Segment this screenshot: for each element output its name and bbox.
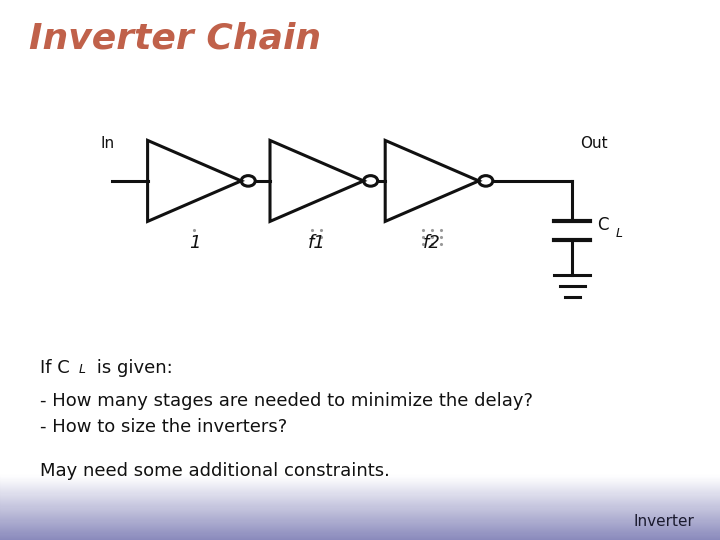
Bar: [0, 525, 720, 526]
Bar: [0, 484, 720, 485]
Bar: [0, 521, 720, 522]
Bar: [0, 538, 720, 539]
Bar: [0, 477, 720, 478]
Bar: [0, 524, 720, 525]
Text: 1: 1: [189, 234, 200, 252]
Bar: [0, 500, 720, 501]
Bar: [0, 519, 720, 521]
Bar: [0, 498, 720, 499]
Bar: [0, 527, 720, 528]
Bar: [0, 489, 720, 490]
Bar: [0, 531, 720, 532]
Bar: [0, 494, 720, 495]
Bar: [0, 536, 720, 537]
Text: f2: f2: [423, 234, 441, 252]
Bar: [0, 502, 720, 503]
Bar: [0, 483, 720, 484]
Bar: [0, 504, 720, 505]
Bar: [0, 503, 720, 504]
Bar: [0, 481, 720, 482]
Bar: [0, 480, 720, 481]
Bar: [0, 476, 720, 477]
Bar: [0, 539, 720, 540]
Bar: [0, 497, 720, 498]
Text: In: In: [101, 136, 115, 151]
Text: f1: f1: [308, 234, 325, 252]
Bar: [0, 509, 720, 510]
Text: L: L: [616, 227, 623, 240]
Text: Out: Out: [580, 136, 608, 151]
Text: May need some additional constraints.: May need some additional constraints.: [40, 462, 390, 480]
Bar: [0, 515, 720, 516]
Bar: [0, 523, 720, 524]
Bar: [0, 508, 720, 509]
Bar: [0, 530, 720, 531]
Bar: [0, 537, 720, 538]
Bar: [0, 482, 720, 483]
Bar: [0, 505, 720, 507]
Bar: [0, 517, 720, 518]
Bar: [0, 534, 720, 535]
Text: - How to size the inverters?: - How to size the inverters?: [40, 418, 287, 436]
Bar: [0, 518, 720, 519]
Bar: [0, 513, 720, 514]
Bar: [0, 487, 720, 488]
Bar: [0, 499, 720, 500]
Text: If C: If C: [40, 359, 69, 377]
Bar: [0, 526, 720, 527]
Bar: [0, 529, 720, 530]
Bar: [0, 488, 720, 489]
Text: Inverter Chain: Inverter Chain: [29, 22, 321, 56]
Bar: [0, 485, 720, 486]
Bar: [0, 501, 720, 502]
Bar: [0, 511, 720, 512]
Bar: [0, 475, 720, 476]
Text: L: L: [78, 363, 86, 376]
Text: - How many stages are needed to minimize the delay?: - How many stages are needed to minimize…: [40, 392, 533, 409]
Bar: [0, 507, 720, 508]
Text: Inverter: Inverter: [634, 514, 695, 529]
Bar: [0, 496, 720, 497]
Text: is given:: is given:: [91, 359, 174, 377]
Bar: [0, 510, 720, 511]
Bar: [0, 535, 720, 536]
Bar: [0, 490, 720, 491]
Bar: [0, 522, 720, 523]
Bar: [0, 532, 720, 534]
Bar: [0, 528, 720, 529]
Bar: [0, 492, 720, 494]
Bar: [0, 512, 720, 513]
Bar: [0, 486, 720, 487]
Bar: [0, 491, 720, 492]
Bar: [0, 495, 720, 496]
Bar: [0, 478, 720, 480]
Bar: [0, 516, 720, 517]
Bar: [0, 514, 720, 515]
Text: C: C: [598, 217, 609, 234]
